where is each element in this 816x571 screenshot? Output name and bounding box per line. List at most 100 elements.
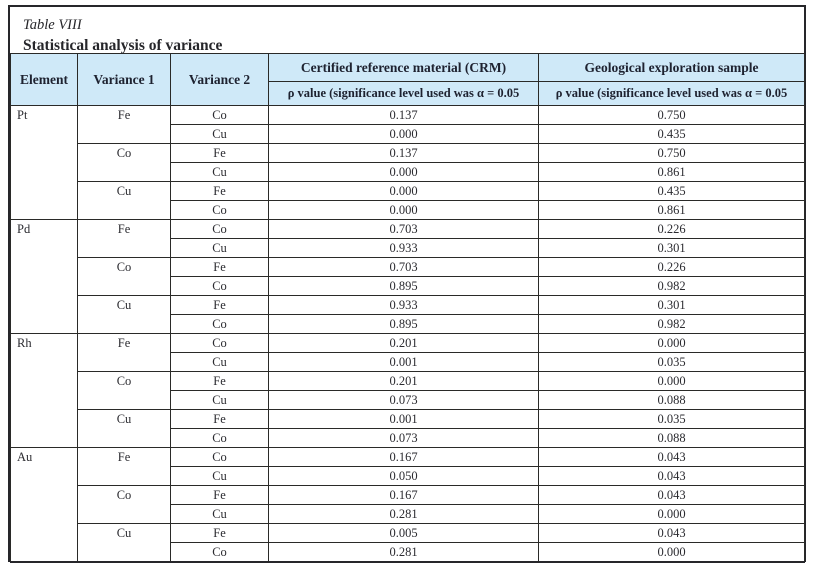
cell-crm-pvalue: 0.073 [268, 428, 539, 448]
cell-variance2: Cu [170, 124, 269, 144]
cell-variance1: Cu [77, 181, 171, 220]
cell-variance2: Fe [170, 257, 269, 277]
cell-variance2: Fe [170, 143, 269, 163]
cell-variance1: Fe [77, 105, 171, 144]
cell-variance2: Cu [170, 390, 269, 410]
table-row: Co 0.000 0.861 [11, 200, 805, 220]
table-row: Cu Fe 0.000 0.435 [11, 181, 805, 220]
column-header-crm: Certified reference material (CRM) [268, 53, 539, 82]
cell-element: Rh [10, 333, 78, 448]
cell-variance2: Fe [170, 523, 269, 543]
cell-crm-pvalue: 0.703 [268, 257, 539, 277]
table-row: Cu Fe 0.933 0.301 [11, 295, 805, 334]
cell-variance1: Fe [77, 333, 171, 372]
table-row: Co 0.895 0.982 [11, 314, 805, 334]
table-row: Cu 0.933 0.301 [11, 238, 805, 258]
cell-crm-pvalue: 0.703 [268, 219, 539, 239]
cell-geo-pvalue: 0.750 [538, 105, 805, 125]
cell-crm-pvalue: 0.281 [268, 504, 539, 524]
cell-geo-pvalue: 0.982 [538, 276, 805, 296]
variance-table: Element Variance 1 Variance 2 Certified … [10, 53, 805, 563]
cell-geo-pvalue: 0.035 [538, 409, 805, 429]
table-row: Cu Fe 0.001 0.035 [11, 409, 805, 448]
cell-crm-pvalue: 0.933 [268, 238, 539, 258]
cell-element: Au [10, 447, 78, 563]
cell-crm-pvalue: 0.933 [268, 295, 539, 315]
table-caption-label: Table VIII [23, 17, 82, 33]
cell-geo-pvalue: 0.226 [538, 257, 805, 277]
cell-crm-pvalue: 0.000 [268, 181, 539, 201]
table-caption-title: Statistical analysis of variance [23, 36, 223, 54]
column-subheader-geo-pvalue: ρ value (significance level used was α =… [538, 81, 805, 106]
cell-variance1: Cu [77, 523, 171, 563]
cell-crm-pvalue: 0.895 [268, 314, 539, 334]
cell-variance2: Fe [170, 371, 269, 391]
cell-variance2: Co [170, 333, 269, 353]
cell-crm-pvalue: 0.000 [268, 162, 539, 182]
cell-geo-pvalue: 0.861 [538, 200, 805, 220]
cell-variance1: Fe [77, 219, 171, 258]
cell-variance1: Cu [77, 295, 171, 334]
table-row: Cu 0.000 0.861 [11, 162, 805, 182]
column-header-geo: Geological exploration sample [538, 53, 805, 82]
table-row: Co Fe 0.703 0.226 [11, 257, 805, 296]
cell-geo-pvalue: 0.043 [538, 466, 805, 486]
table-row: Co Fe 0.167 0.043 [11, 485, 805, 524]
column-header-variance1: Variance 1 [77, 53, 171, 106]
cell-crm-pvalue: 0.201 [268, 371, 539, 391]
cell-geo-pvalue: 0.043 [538, 447, 805, 467]
cell-variance1: Fe [77, 447, 171, 486]
table-row: Co 0.073 0.088 [11, 428, 805, 448]
cell-crm-pvalue: 0.137 [268, 105, 539, 125]
cell-crm-pvalue: 0.281 [268, 542, 539, 563]
cell-variance1: Cu [77, 409, 171, 448]
cell-geo-pvalue: 0.435 [538, 124, 805, 144]
cell-geo-pvalue: 0.226 [538, 219, 805, 239]
cell-geo-pvalue: 0.000 [538, 504, 805, 524]
cell-geo-pvalue: 0.043 [538, 523, 805, 543]
table-row: Co Fe 0.201 0.000 [11, 371, 805, 410]
table-caption: Table VIII Statistical analysis of varia… [10, 7, 804, 54]
cell-crm-pvalue: 0.050 [268, 466, 539, 486]
cell-variance2: Cu [170, 466, 269, 486]
cell-variance1: Co [77, 143, 171, 182]
cell-geo-pvalue: 0.750 [538, 143, 805, 163]
cell-crm-pvalue: 0.895 [268, 276, 539, 296]
cell-geo-pvalue: 0.000 [538, 333, 805, 353]
cell-geo-pvalue: 0.035 [538, 352, 805, 372]
cell-crm-pvalue: 0.000 [268, 124, 539, 144]
table-figure-box: Table VIII Statistical analysis of varia… [8, 5, 806, 563]
cell-variance2: Fe [170, 295, 269, 315]
cell-element: Pt [10, 105, 78, 220]
cell-variance2: Co [170, 314, 269, 334]
cell-geo-pvalue: 0.982 [538, 314, 805, 334]
cell-geo-pvalue: 0.301 [538, 238, 805, 258]
cell-variance1: Co [77, 485, 171, 524]
cell-geo-pvalue: 0.000 [538, 371, 805, 391]
cell-geo-pvalue: 0.861 [538, 162, 805, 182]
cell-variance2: Cu [170, 162, 269, 182]
cell-variance2: Co [170, 276, 269, 296]
cell-crm-pvalue: 0.167 [268, 447, 539, 467]
cell-variance2: Cu [170, 352, 269, 372]
cell-variance2: Co [170, 542, 269, 563]
cell-variance2: Fe [170, 485, 269, 505]
cell-crm-pvalue: 0.137 [268, 143, 539, 163]
cell-geo-pvalue: 0.043 [538, 485, 805, 505]
cell-element: Pd [10, 219, 78, 334]
cell-crm-pvalue: 0.201 [268, 333, 539, 353]
cell-geo-pvalue: 0.000 [538, 542, 805, 563]
cell-variance2: Co [170, 200, 269, 220]
cell-variance2: Co [170, 447, 269, 467]
table-row: Au Fe Co 0.167 0.043 [10, 447, 805, 563]
cell-variance1: Co [77, 371, 171, 410]
column-subheader-crm-pvalue: ρ value (significance level used was α =… [268, 81, 539, 106]
cell-geo-pvalue: 0.088 [538, 390, 805, 410]
table-row: Co Fe 0.137 0.750 [11, 143, 805, 182]
table-row: Cu 0.050 0.043 [11, 466, 805, 486]
cell-variance2: Co [170, 105, 269, 125]
variance-table-body: Pt Fe Co 0.137 0.750 Cu 0.000 0.435 Co Fe 0.137 0.7… [10, 105, 805, 563]
cell-crm-pvalue: 0.167 [268, 485, 539, 505]
table-row: Cu 0.281 0.000 [11, 504, 805, 524]
